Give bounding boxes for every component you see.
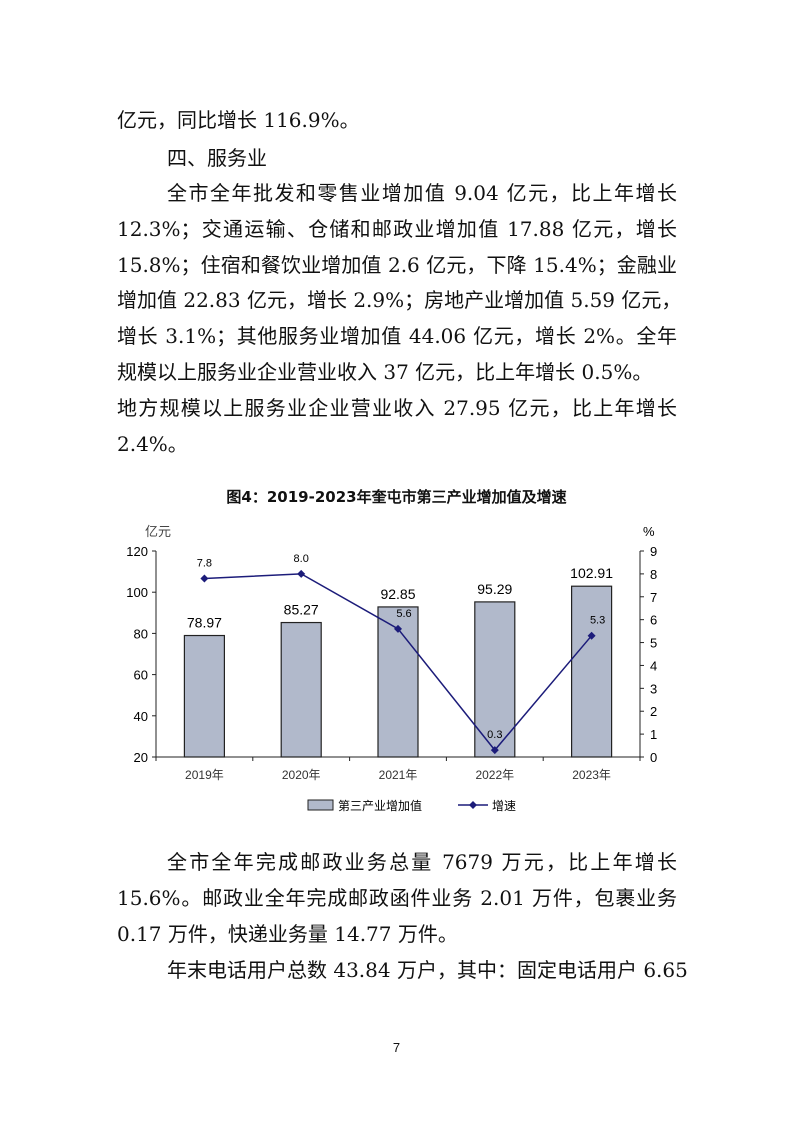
right-tick-label: 8 [650,567,657,582]
x-tick-label: 2019年 [185,768,224,782]
right-tick-label: 9 [650,544,657,559]
paragraph-line: 0.17 万件，快递业务量 14.77 万件。 [117,922,458,946]
paragraph-line: 增长 3.1%；其他服务业增加值 44.06 亿元，增长 2%。全年 [117,324,677,348]
legend-swatch-bar [307,799,334,811]
left-tick-label: 80 [134,626,148,641]
bar [377,606,419,758]
growth-marker [490,746,499,755]
paragraph-line: 年末电话用户总数 43.84 万户，其中：固定电话用户 6.65 [167,958,688,982]
right-tick-label: 2 [650,704,657,719]
right-tick-label: 1 [650,727,657,742]
paragraph-line: 全市全年批发和零售业增加值 9.04 亿元，比上年增长 [167,181,677,205]
x-tick-label: 2022年 [475,768,514,782]
right-tick-label: 3 [650,681,657,696]
growth-marker [587,631,596,640]
right-tick-label: 0 [650,750,657,765]
growth-marker [297,569,306,578]
left-tick-label: 40 [134,709,148,724]
bar [280,621,322,758]
legend-label-bar: 第三产业增加值 [338,798,422,813]
left-tick-label: 120 [126,544,148,559]
growth-marker [394,624,402,633]
bar [474,601,516,758]
paragraph-line: 12.3%；交通运输、仓储和邮政业增加值 17.88 亿元，增长 [117,217,677,241]
right-tick-label: 6 [650,613,657,628]
bar-value-label: 85.27 [284,602,319,618]
bar-value-label: 92.85 [380,586,415,602]
chart-title: 图4：2019-2023年奎屯市第三产业增加值及增速 [226,488,567,506]
line-value-label: 0.3 [487,729,502,741]
legend: 第三产业增加值 增速 [307,798,516,813]
legend-marker [469,801,477,809]
growth-marker [200,574,209,583]
bar [570,585,613,758]
bar-value-label: 102.91 [570,565,613,581]
paragraph-line: 2.4%。 [117,432,188,456]
legend-label-line: 增速 [492,799,516,813]
section-heading: 四、服务业 [167,146,267,170]
line-value-label: 5.6 [396,608,411,620]
left-tick-label: 100 [126,585,148,600]
bar [183,634,225,758]
paragraph-line: 全市全年完成邮政业务总量 7679 万元，比上年增长 [167,850,677,874]
paragraph-line: 亿元，同比增长 116.9%。 [117,108,360,132]
right-tick-label: 4 [650,658,657,673]
right-tick-label: 7 [650,590,657,605]
bar-value-label: 95.29 [477,581,512,597]
line-value-label: 8.0 [294,553,309,565]
left-tick-label: 20 [134,750,148,765]
x-tick-label: 2023年 [572,768,611,782]
combo-chart: 亿元 % 20 40 60 80 100 120 0 1 2 3 4 5 6 7 8 9 2019年 2020年… [126,524,657,813]
x-tick-label: 2020年 [282,768,321,782]
paragraph-line: 15.8%；住宿和餐饮业增加值 2.6 亿元，下降 15.4%；金融业 [117,253,677,277]
bar-value-label: 78.97 [187,615,222,631]
right-axis-unit: % [643,524,655,539]
line-value-label: 5.3 [590,615,605,627]
page-number: 7 [392,1040,401,1055]
right-tick-label: 5 [650,636,657,651]
left-tick-label: 60 [134,668,148,683]
left-axis-unit: 亿元 [145,524,171,539]
x-tick-label: 2021年 [379,768,418,782]
line-value-label: 7.8 [197,557,212,569]
paragraph-line: 规模以上服务业企业营业收入 37 亿元，比上年增长 0.5%。 [117,360,653,384]
paragraph-line: 增加值 22.83 亿元，增长 2.9%；房地产业增加值 5.59 亿元， [117,288,682,312]
paragraph-line: 地方规模以上服务业企业营业收入 27.95 亿元，比上年增长 [117,396,677,420]
paragraph-line: 15.6%。邮政业全年完成邮政函件业务 2.01 万件，包裹业务 [117,886,677,910]
